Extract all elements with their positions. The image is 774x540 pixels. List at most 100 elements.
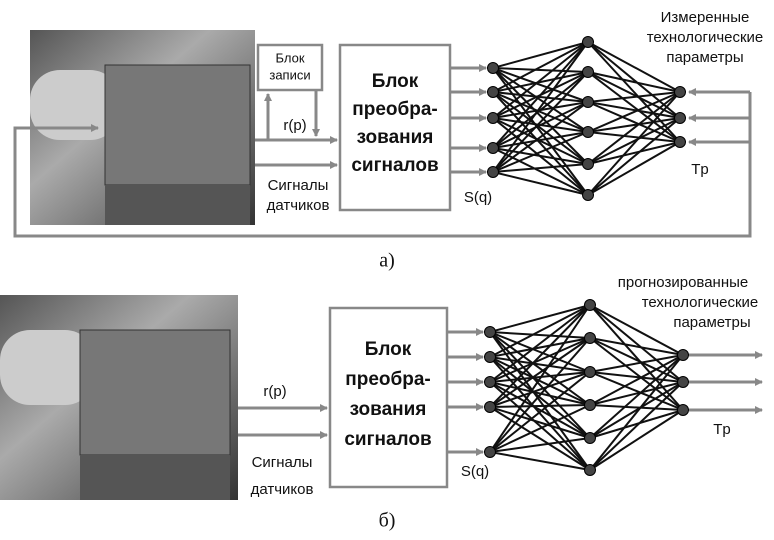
neuron xyxy=(582,96,594,108)
edge xyxy=(489,331,591,373)
caption: а) xyxy=(379,250,395,272)
edge xyxy=(589,409,684,439)
edge xyxy=(587,117,681,196)
edge xyxy=(589,354,684,373)
edge xyxy=(587,91,681,133)
params-label: Измеренные xyxy=(661,9,750,26)
neuron xyxy=(582,66,594,78)
photo-detail xyxy=(30,70,120,140)
edge xyxy=(489,337,591,453)
edge xyxy=(587,117,681,165)
rp-label: r(p) xyxy=(283,117,306,134)
edge xyxy=(492,67,589,103)
converter-label: зования xyxy=(357,127,434,148)
params-label: параметры xyxy=(673,314,750,331)
feedback-arrow xyxy=(13,92,752,238)
edge xyxy=(489,331,591,406)
networks xyxy=(447,36,763,476)
edge xyxy=(489,337,591,358)
neuron xyxy=(484,401,496,413)
edge xyxy=(492,71,589,173)
edge xyxy=(492,101,589,173)
neuron xyxy=(487,142,499,154)
edge xyxy=(589,371,684,383)
edge xyxy=(587,101,681,143)
edge xyxy=(489,304,591,383)
edge xyxy=(589,304,684,356)
edge xyxy=(489,337,591,408)
photo-detail xyxy=(80,455,230,500)
panel-a: Блок записи Блок преобра- зования сигнал… xyxy=(13,9,764,272)
edge xyxy=(492,171,589,196)
neuron xyxy=(674,112,686,124)
neuron xyxy=(584,366,596,378)
sq-label: S(q) xyxy=(461,463,489,480)
edge xyxy=(489,304,591,453)
converter-label: преобра- xyxy=(352,99,438,120)
edge xyxy=(489,331,591,439)
edge xyxy=(492,131,589,149)
edge xyxy=(492,91,589,165)
edge xyxy=(489,356,591,373)
edge xyxy=(587,91,681,103)
neuron xyxy=(582,126,594,138)
edge xyxy=(492,67,589,73)
neuron xyxy=(674,136,686,148)
neuron xyxy=(484,376,496,388)
edge xyxy=(589,354,684,439)
converter-label: Блок xyxy=(365,339,412,360)
neuron xyxy=(487,112,499,124)
converter-box xyxy=(328,306,449,489)
edge xyxy=(587,41,681,93)
edge xyxy=(489,337,591,383)
params-label: параметры xyxy=(666,49,743,66)
edge xyxy=(489,404,591,408)
edge xyxy=(492,71,589,149)
neuron xyxy=(584,299,596,311)
edge xyxy=(489,404,591,453)
converter-box xyxy=(338,43,452,212)
neuron xyxy=(584,332,596,344)
neuron xyxy=(582,158,594,170)
tp-label: Tp xyxy=(713,421,731,438)
edge xyxy=(489,356,591,471)
edge xyxy=(589,404,684,411)
neuron xyxy=(582,36,594,48)
edge xyxy=(589,381,684,439)
edge xyxy=(587,41,681,119)
edge xyxy=(489,304,591,408)
neuron xyxy=(484,446,496,458)
converter-label: Блок xyxy=(372,71,419,92)
neuron xyxy=(487,86,499,98)
params-label: технологические xyxy=(647,29,764,46)
edge xyxy=(489,406,591,439)
sensor-label: датчиков xyxy=(267,197,330,214)
edge xyxy=(489,304,591,333)
edge xyxy=(492,131,589,173)
edge xyxy=(489,437,591,453)
converter-label: преобра- xyxy=(345,369,431,390)
edge xyxy=(492,71,589,93)
photo-detail xyxy=(104,64,251,186)
edge xyxy=(492,41,589,149)
edge xyxy=(489,356,591,439)
edge xyxy=(589,337,684,356)
neuron xyxy=(677,376,689,388)
neuron xyxy=(487,62,499,74)
neuron xyxy=(582,189,594,201)
sensor-label: датчиков xyxy=(251,481,314,498)
neuron xyxy=(584,399,596,411)
neuron xyxy=(677,349,689,361)
neuron xyxy=(584,464,596,476)
edge xyxy=(492,101,589,149)
edge xyxy=(492,91,589,133)
edge xyxy=(589,409,684,471)
neuron xyxy=(584,432,596,444)
edge xyxy=(489,356,591,406)
edge xyxy=(489,304,591,358)
sensor-label: Сигналы xyxy=(252,454,313,471)
neuron xyxy=(484,326,496,338)
edge xyxy=(489,331,591,471)
edge xyxy=(587,101,681,119)
